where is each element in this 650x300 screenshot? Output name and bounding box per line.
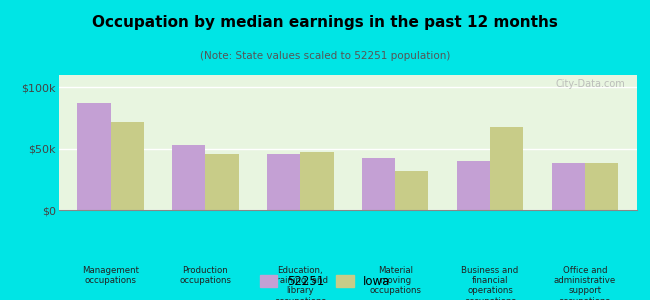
Bar (111, 122, 144, 210)
Bar (300, 152, 333, 210)
Legend: 52251, Iowa: 52251, Iowa (256, 271, 394, 291)
Bar (395, 171, 428, 210)
Bar (362, 158, 395, 210)
Bar (172, 145, 205, 210)
Bar (457, 161, 490, 210)
Text: (Note: State values scaled to 52251 population): (Note: State values scaled to 52251 popu… (200, 51, 450, 61)
Text: City-Data.com: City-Data.com (556, 79, 625, 89)
Bar (267, 154, 300, 210)
Bar (77, 103, 110, 210)
Bar (490, 127, 523, 210)
Bar (205, 154, 239, 210)
Text: Occupation by median earnings in the past 12 months: Occupation by median earnings in the pas… (92, 15, 558, 30)
Bar (552, 164, 585, 210)
Bar (585, 164, 618, 210)
